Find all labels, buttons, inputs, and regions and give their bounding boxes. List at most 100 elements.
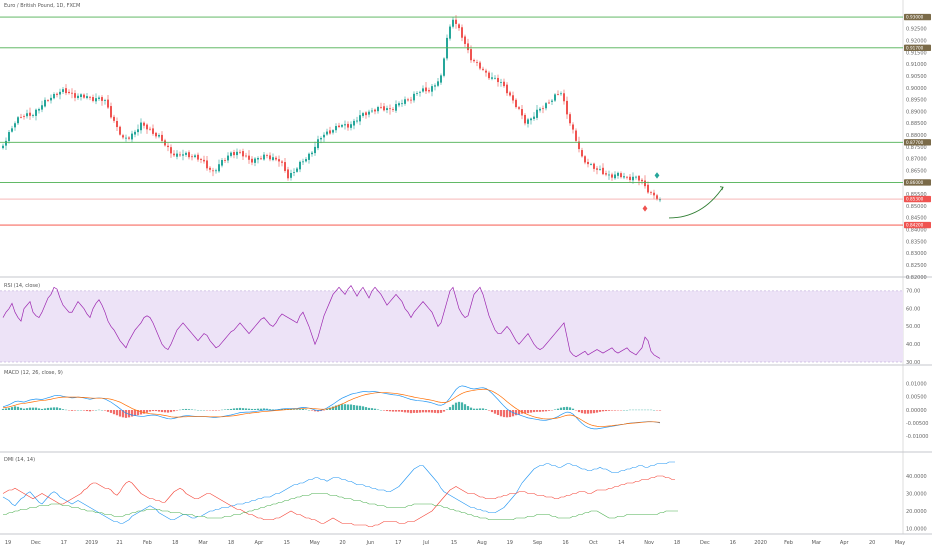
candle-body[interactable] — [275, 157, 277, 160]
candle-body[interactable] — [197, 154, 199, 160]
candle-body[interactable] — [467, 43, 469, 51]
candle-body[interactable] — [83, 94, 85, 98]
candle-body[interactable] — [578, 141, 580, 150]
candle-body[interactable] — [212, 170, 214, 172]
candle-body[interactable] — [227, 155, 229, 161]
candle-body[interactable] — [26, 113, 28, 117]
minus-di-line[interactable] — [2, 475, 675, 528]
candle-body[interactable] — [152, 128, 154, 134]
candle-body[interactable] — [434, 85, 436, 87]
candle-body[interactable] — [368, 111, 370, 115]
candle-body[interactable] — [323, 134, 325, 138]
candle-body[interactable] — [347, 123, 349, 128]
candle-body[interactable] — [443, 58, 445, 76]
candle-body[interactable] — [245, 155, 247, 157]
candle-body[interactable] — [329, 130, 331, 134]
candle-body[interactable] — [629, 176, 631, 181]
candle-body[interactable] — [533, 116, 535, 119]
candle-body[interactable] — [371, 110, 373, 112]
candle-body[interactable] — [101, 97, 103, 101]
candle-body[interactable] — [209, 167, 211, 170]
candle-body[interactable] — [167, 145, 169, 148]
candle-body[interactable] — [149, 128, 151, 130]
candle-body[interactable] — [188, 152, 190, 158]
candle-body[interactable] — [500, 81, 502, 83]
candle-body[interactable] — [131, 133, 133, 140]
candle-body[interactable] — [290, 172, 292, 178]
candle-body[interactable] — [35, 109, 37, 116]
candle-body[interactable] — [284, 162, 286, 171]
candle-body[interactable] — [485, 70, 487, 73]
candle-body[interactable] — [260, 158, 262, 160]
candle-body[interactable] — [659, 199, 661, 201]
candle-body[interactable] — [92, 97, 94, 101]
candle-body[interactable] — [401, 103, 403, 105]
macd-pane[interactable]: 0.01000 0.00500 0.00000 -0.00500 -0.01000 — [1, 382, 929, 441]
candle-body[interactable] — [653, 192, 655, 196]
candle-body[interactable] — [404, 99, 406, 104]
candle-body[interactable] — [53, 94, 55, 99]
candle-body[interactable] — [476, 61, 478, 63]
candle-body[interactable] — [89, 96, 91, 98]
candle-body[interactable] — [65, 88, 67, 94]
candle-body[interactable] — [566, 100, 568, 115]
candle-body[interactable] — [278, 159, 280, 162]
candle-body[interactable] — [314, 146, 316, 154]
candle-body[interactable] — [311, 152, 313, 155]
candle-body[interactable] — [233, 152, 235, 156]
candle-body[interactable] — [206, 160, 208, 169]
candle-body[interactable] — [221, 159, 223, 166]
candle-body[interactable] — [656, 195, 658, 200]
candle-body[interactable] — [41, 105, 43, 110]
candle-body[interactable] — [14, 123, 16, 128]
candle-body[interactable] — [218, 164, 220, 172]
candle-body[interactable] — [644, 180, 646, 187]
candle-body[interactable] — [239, 151, 241, 153]
candle-body[interactable] — [410, 99, 412, 101]
candle-body[interactable] — [536, 109, 538, 118]
candle-body[interactable] — [458, 24, 460, 29]
candle-body[interactable] — [539, 108, 541, 111]
candle-body[interactable] — [407, 99, 409, 101]
projection-arrow[interactable] — [668, 186, 724, 219]
candle-body[interactable] — [173, 153, 175, 156]
candle-body[interactable] — [605, 173, 607, 175]
candle-body[interactable] — [392, 109, 394, 110]
candle-body[interactable] — [17, 117, 19, 124]
rsi-line[interactable] — [2, 284, 661, 359]
candle-body[interactable] — [296, 168, 298, 172]
candle-body[interactable] — [110, 106, 112, 118]
candle-body[interactable] — [518, 107, 520, 109]
candle-body[interactable] — [32, 115, 34, 116]
candle-body[interactable] — [398, 103, 400, 106]
candle-body[interactable] — [413, 93, 415, 101]
candle-body[interactable] — [356, 120, 358, 122]
candle-body[interactable] — [602, 167, 604, 175]
macd-line[interactable] — [2, 385, 661, 430]
candle-body[interactable] — [272, 157, 274, 160]
candle-body[interactable] — [47, 100, 49, 101]
candle-body[interactable] — [326, 131, 328, 135]
candle-body[interactable] — [530, 118, 532, 121]
candle-body[interactable] — [527, 119, 529, 124]
candle-body[interactable] — [482, 68, 484, 70]
candle-body[interactable] — [587, 161, 589, 165]
candle-body[interactable] — [236, 151, 238, 156]
candle-body[interactable] — [362, 113, 364, 116]
candle-body[interactable] — [512, 95, 514, 101]
candle-body[interactable] — [293, 172, 295, 173]
candle-body[interactable] — [488, 72, 490, 79]
candle-body[interactable] — [266, 155, 268, 157]
candle-body[interactable] — [44, 99, 46, 107]
candle-body[interactable] — [185, 152, 187, 155]
candle-body[interactable] — [122, 135, 124, 138]
candle-body[interactable] — [2, 145, 4, 149]
candle-body[interactable] — [497, 77, 499, 83]
candle-body[interactable] — [515, 99, 517, 108]
candle-body[interactable] — [38, 108, 40, 111]
candle-body[interactable] — [344, 124, 346, 126]
candle-body[interactable] — [608, 174, 610, 176]
candle-body[interactable] — [455, 19, 457, 24]
candle-body[interactable] — [491, 77, 493, 79]
